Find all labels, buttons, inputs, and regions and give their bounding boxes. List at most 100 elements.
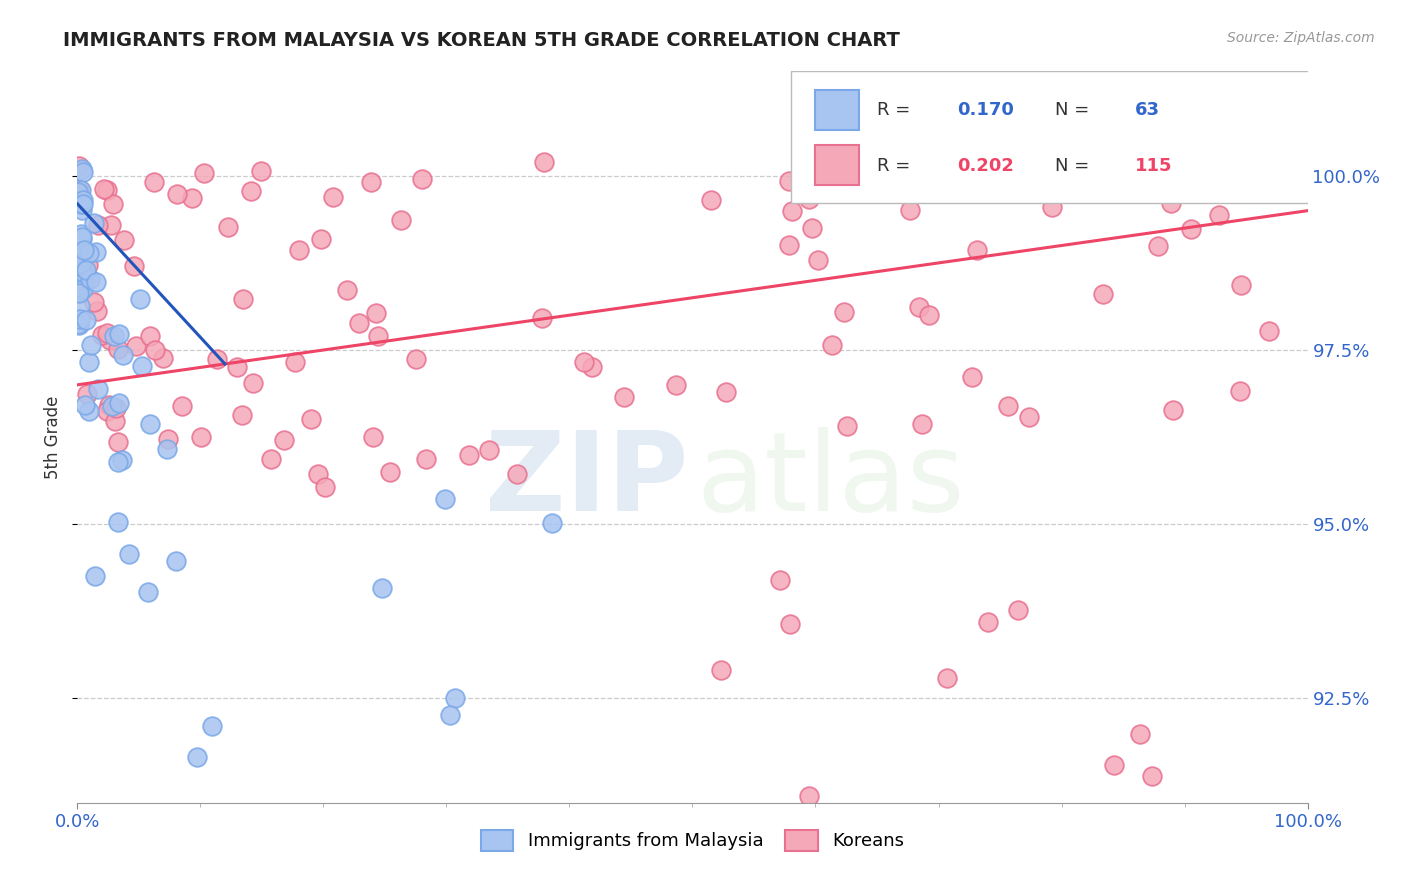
Point <box>225 360 247 375</box>
Point <box>799 193 821 207</box>
Point <box>136 584 159 599</box>
Point <box>273 434 295 448</box>
Point <box>533 155 555 169</box>
Point <box>152 351 174 366</box>
Point <box>1229 384 1251 399</box>
Text: 63: 63 <box>1136 101 1160 120</box>
Point <box>1140 769 1163 783</box>
Point <box>935 671 957 685</box>
Point <box>107 342 129 356</box>
Point <box>72 203 94 218</box>
Point <box>107 515 129 529</box>
Point <box>87 382 110 396</box>
Point <box>821 338 844 352</box>
Point <box>907 300 929 314</box>
Point <box>613 390 636 404</box>
Point <box>156 432 179 446</box>
Point <box>86 304 108 318</box>
Point <box>69 227 91 242</box>
Point <box>69 311 91 326</box>
Point <box>69 299 91 313</box>
Point <box>307 467 329 481</box>
Point <box>66 285 89 299</box>
Point <box>76 387 98 401</box>
Point <box>67 182 90 196</box>
Point <box>288 243 311 257</box>
Point <box>80 338 103 352</box>
Point <box>67 159 90 173</box>
Point <box>108 396 131 410</box>
Point <box>70 197 93 211</box>
Text: N =: N = <box>1056 158 1095 176</box>
Point <box>100 219 122 233</box>
Point <box>67 278 90 293</box>
Point <box>97 398 120 412</box>
Point <box>361 429 384 443</box>
Point <box>309 232 332 246</box>
Point <box>143 343 166 357</box>
Point <box>911 417 934 432</box>
Point <box>118 547 141 561</box>
Point <box>389 212 412 227</box>
Point <box>90 328 112 343</box>
Point <box>966 244 988 258</box>
Point <box>232 293 254 307</box>
Text: ZIP: ZIP <box>485 427 689 534</box>
Point <box>107 434 129 449</box>
Legend: Immigrants from Malaysia, Koreans: Immigrants from Malaysia, Koreans <box>472 821 912 860</box>
Point <box>67 244 90 259</box>
Point <box>322 190 344 204</box>
Point <box>107 455 129 469</box>
Point <box>364 306 387 320</box>
FancyBboxPatch shape <box>815 90 859 130</box>
Point <box>83 294 105 309</box>
Text: 115: 115 <box>1136 158 1173 176</box>
Point <box>806 253 828 268</box>
Point <box>1098 167 1121 181</box>
Point <box>79 271 101 285</box>
Point <box>664 378 686 392</box>
Point <box>918 308 941 322</box>
Point <box>131 359 153 373</box>
Point <box>77 246 100 260</box>
Point <box>1208 208 1230 222</box>
Point <box>72 196 94 211</box>
Point <box>122 259 145 273</box>
Point <box>1258 324 1281 338</box>
Point <box>505 467 527 481</box>
Point <box>231 408 253 422</box>
Point <box>457 448 479 462</box>
Point <box>83 216 105 230</box>
Point <box>1007 602 1029 616</box>
Point <box>186 750 208 764</box>
Point <box>1160 196 1182 211</box>
Point <box>380 465 402 479</box>
Point <box>143 175 166 189</box>
Point <box>336 283 359 297</box>
Point <box>72 265 94 279</box>
Point <box>70 161 93 176</box>
Point <box>112 233 135 247</box>
Point <box>217 219 239 234</box>
Point <box>1163 402 1185 417</box>
Point <box>1147 239 1170 253</box>
Point <box>769 573 792 587</box>
Point <box>581 360 603 375</box>
Point <box>997 399 1019 413</box>
Point <box>249 164 271 178</box>
Point <box>1091 287 1114 301</box>
Point <box>128 292 150 306</box>
Point <box>541 516 564 530</box>
Point <box>444 690 467 705</box>
Text: R =: R = <box>877 101 915 120</box>
Point <box>101 399 124 413</box>
Point <box>780 203 803 218</box>
Point <box>180 191 202 205</box>
Point <box>96 183 118 197</box>
Point <box>73 273 96 287</box>
Point <box>779 616 801 631</box>
Text: R =: R = <box>877 158 915 176</box>
Point <box>299 412 322 426</box>
Point <box>530 310 553 325</box>
Point <box>96 326 118 340</box>
